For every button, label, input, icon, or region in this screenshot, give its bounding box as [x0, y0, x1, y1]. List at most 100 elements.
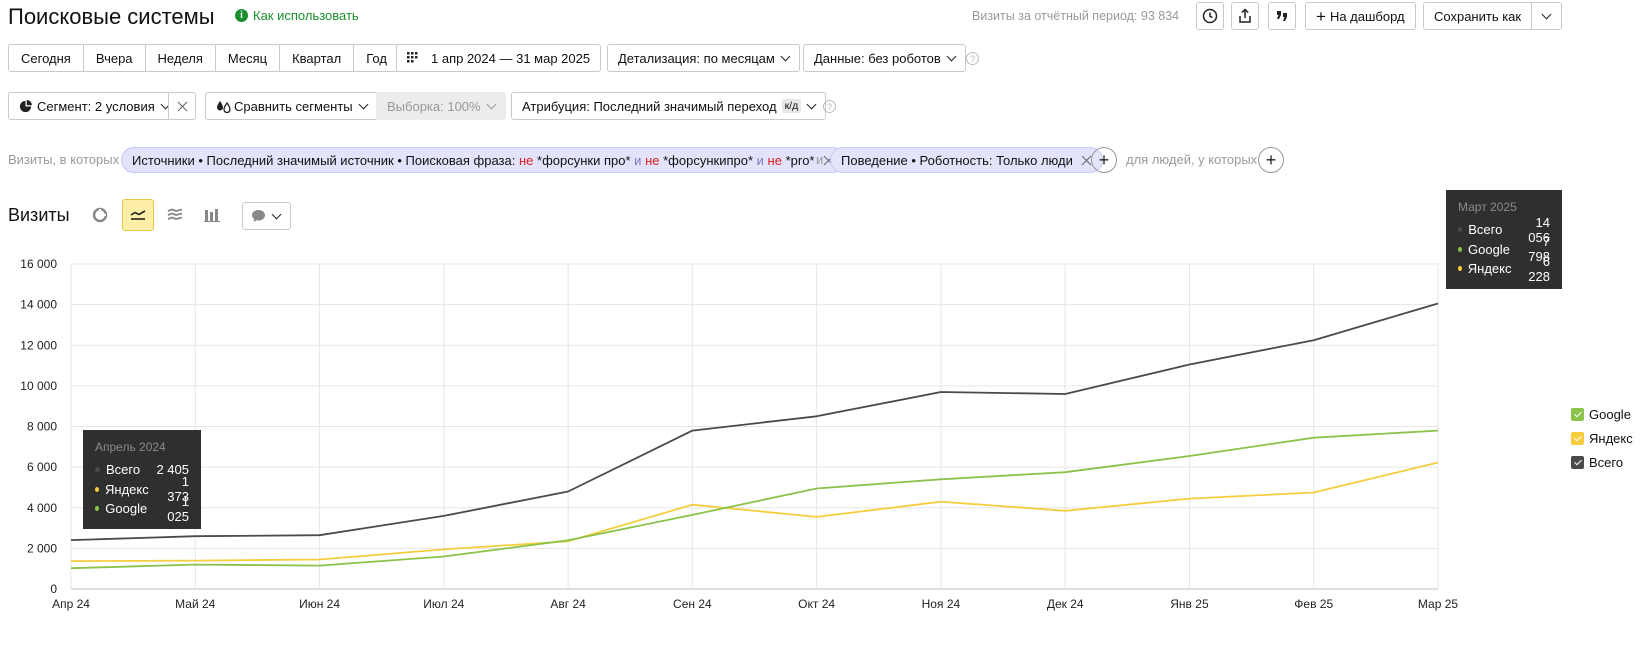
series-dot	[95, 506, 100, 512]
tooltip-title: Март 2025	[1458, 200, 1517, 214]
x-tick-label: Июл 24	[423, 597, 464, 611]
y-tick-label: 2 000	[27, 541, 57, 555]
y-tick-label: 14 000	[20, 298, 57, 312]
filter-negation: не	[645, 152, 660, 168]
filter-pill-search-phrase[interactable]: Источники • Последний значимый источник …	[121, 147, 845, 173]
checkbox-checked-icon[interactable]	[1571, 456, 1584, 469]
tooltip-row: Всего 14 056	[1458, 215, 1550, 245]
tooltip-series-value: 2 405	[156, 462, 189, 478]
feedback-button[interactable]	[1268, 2, 1296, 30]
data-filter-select[interactable]: Данные: без роботов	[803, 44, 966, 72]
chart-series	[70, 302, 1439, 570]
segment-select[interactable]: Сегмент: 2 условия	[8, 92, 180, 120]
filter-pill-robotness[interactable]: Поведение • Роботность: Только люди	[830, 147, 1103, 173]
x-tick-label: Май 24	[175, 597, 216, 611]
legend-total[interactable]: Всего	[1571, 455, 1623, 470]
visits-period-summary: Визиты за отчётный период: 93 834	[972, 9, 1179, 23]
chevron-down-icon	[486, 99, 497, 109]
tooltip-title: Апрель 2024	[95, 440, 166, 454]
visits-line-chart[interactable]: 0 2 000 4 000 6 000 8 000 10 000 12 000 14 000 1…	[0, 240, 1480, 620]
add-to-dashboard-button[interactable]: + На дашборд	[1305, 2, 1416, 30]
history-button[interactable]	[1196, 2, 1224, 30]
y-tick-label: 8 000	[27, 420, 57, 434]
how-to-use-link[interactable]: i Как использовать	[235, 8, 359, 23]
info-icon: i	[235, 9, 248, 22]
export-button[interactable]	[1231, 2, 1259, 30]
save-as-button[interactable]: Сохранить как	[1423, 2, 1563, 30]
tab-yesterday[interactable]: Вчера	[83, 45, 146, 71]
chevron-down-icon	[358, 99, 369, 109]
x-tick-label: Окт 24	[798, 597, 835, 611]
y-tick-label: 12 000	[20, 338, 57, 352]
pie-chart-toggle[interactable]	[84, 199, 116, 231]
help-icon[interactable]: ?	[966, 52, 979, 65]
close-icon	[177, 101, 188, 112]
date-range-picker[interactable]: 1 апр 2024 — 31 мар 2025	[396, 44, 602, 72]
detalization-select[interactable]: Детализация: по месяцам	[607, 44, 800, 72]
filter-value: *форсункипро*	[663, 152, 754, 168]
legend-label: Яндекс	[1589, 431, 1633, 446]
filter-and-word: и	[816, 152, 824, 167]
add-visit-filter-button[interactable]: +	[1091, 147, 1117, 173]
x-tick-label: Сен 24	[673, 597, 712, 611]
legend-yandex[interactable]: Яндекс	[1571, 431, 1633, 446]
x-tick-label: Ноя 24	[922, 597, 961, 611]
checkbox-checked-icon[interactable]	[1571, 408, 1584, 421]
sample-select[interactable]: Выборка: 100%	[376, 92, 506, 120]
legend-label: Google	[1589, 407, 1631, 422]
y-tick-label: 0	[50, 582, 57, 596]
area-chart-toggle[interactable]	[159, 199, 191, 231]
tooltip-series-name: Всего	[106, 462, 141, 478]
filter-condition: Поведение • Роботность: Только люди	[841, 152, 1073, 168]
detalization-label: Детализация: по месяцам	[618, 50, 775, 66]
save-as-dropdown[interactable]	[1531, 3, 1561, 29]
clear-segment-button[interactable]	[168, 92, 196, 120]
tooltip-series-value: 14 056	[1528, 214, 1550, 245]
filter-and: и	[634, 152, 642, 168]
filter-condition: Источники • Последний значимый источник …	[132, 152, 516, 168]
series-line-yandex[interactable]	[70, 461, 1439, 562]
quote-icon	[1277, 11, 1287, 21]
series-line-total[interactable]	[70, 302, 1439, 541]
attribution-select[interactable]: Атрибуция: Последний значимый переход к/…	[511, 92, 827, 120]
visits-period-value: 93 834	[1140, 9, 1180, 23]
tooltip-series-value: 1 373	[167, 474, 189, 505]
annotations-select[interactable]	[242, 202, 291, 230]
bar-chart-toggle[interactable]	[196, 199, 228, 231]
visits-period-label: Визиты за отчётный период:	[972, 9, 1138, 23]
filter-negation: не	[767, 152, 782, 168]
add-people-filter-button[interactable]: +	[1258, 147, 1284, 173]
line-chart-icon	[130, 210, 146, 220]
tab-week[interactable]: Неделя	[145, 45, 216, 71]
tab-year[interactable]: Год	[354, 45, 399, 71]
clock-icon	[1202, 8, 1218, 24]
x-tick-label: Дек 24	[1047, 597, 1084, 611]
tooltip-series-value: 1 025	[167, 493, 189, 524]
help-icon[interactable]: ?	[823, 100, 836, 113]
filter-and: и	[756, 152, 764, 168]
plus-icon: +	[1316, 6, 1326, 26]
tooltip-row: Всего 2 405	[95, 460, 189, 480]
tab-month[interactable]: Месяц	[215, 45, 281, 71]
x-axis-ticks: Апр 24 Май 24 Июн 24 Июл 24 Авг 24 Сен 24 Окт …	[52, 597, 1458, 611]
checkbox-checked-icon[interactable]	[1571, 432, 1584, 445]
filter-value: *pro*	[785, 152, 815, 168]
legend-label: Всего	[1589, 455, 1624, 470]
chart-grid	[70, 263, 1439, 590]
comment-icon	[252, 210, 265, 222]
tab-quarter[interactable]: Квартал	[280, 45, 355, 71]
series-line-google[interactable]	[70, 429, 1439, 570]
compare-segments-select[interactable]: Сравнить сегменты	[205, 92, 378, 120]
series-dot	[95, 486, 100, 492]
chevron-down-icon	[780, 51, 791, 61]
bar-chart-icon	[204, 209, 220, 222]
line-chart-toggle[interactable]	[122, 199, 154, 231]
legend-google[interactable]: Google	[1571, 407, 1631, 422]
tab-today[interactable]: Сегодня	[9, 45, 84, 71]
tooltip-series-value: 6 228	[1528, 253, 1550, 284]
tooltip-march-2025: Март 2025 Всего 14 056 Google 7 798 Яндекс…	[1446, 190, 1562, 289]
tooltip-row: Яндекс 6 228	[1458, 254, 1550, 284]
x-tick-label: Фев 25	[1294, 597, 1333, 611]
drops-icon	[217, 100, 231, 113]
y-tick-label: 16 000	[20, 257, 57, 271]
